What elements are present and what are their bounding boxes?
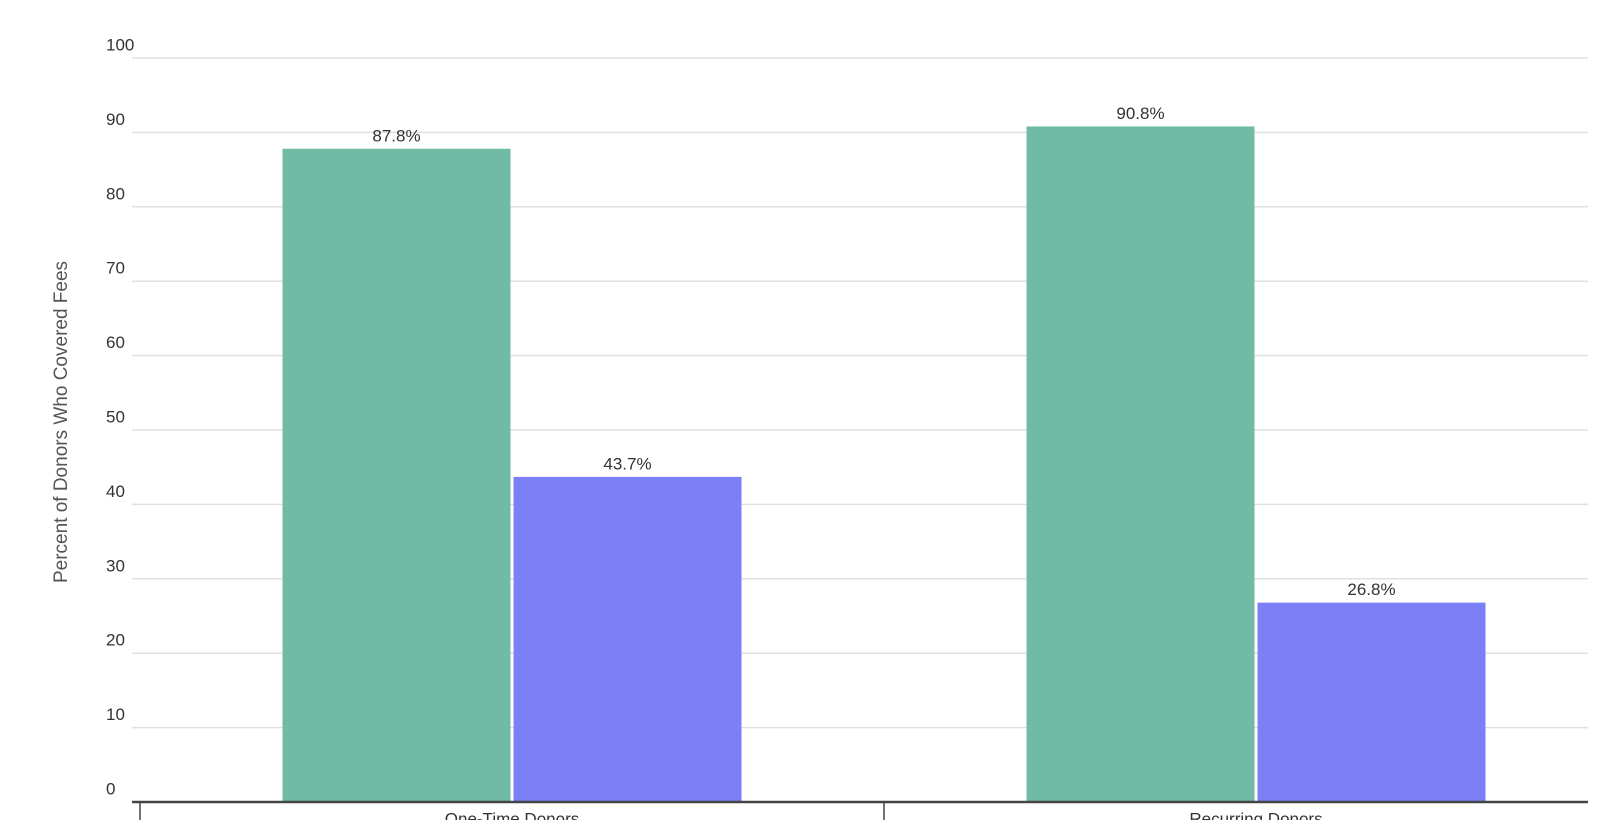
value-label: 90.8% (1116, 104, 1164, 123)
x-tick-label: One-Time Donors (445, 809, 579, 820)
y-tick-label: 100 (106, 35, 134, 54)
value-label: 43.7% (603, 454, 651, 473)
y-tick-label: 10 (106, 705, 125, 724)
y-tick-label: 70 (106, 259, 125, 278)
bar (513, 476, 742, 802)
bar (1026, 126, 1255, 802)
y-tick-label: 80 (106, 184, 125, 203)
bar (282, 148, 511, 802)
value-label: 26.8% (1347, 580, 1395, 599)
x-tick-label: Recurring Donors (1189, 809, 1322, 820)
y-tick-label: 30 (106, 556, 125, 575)
y-tick-label: 40 (106, 482, 125, 501)
bar (1257, 602, 1486, 802)
y-axis-title: Percent of Donors Who Covered Fees (51, 261, 72, 583)
y-tick-label: 0 (106, 779, 115, 798)
value-label: 87.8% (372, 126, 420, 145)
y-tick-label: 50 (106, 407, 125, 426)
y-tick-label: 20 (106, 631, 125, 650)
y-tick-label: 60 (106, 333, 125, 352)
y-tick-label: 90 (106, 110, 125, 129)
